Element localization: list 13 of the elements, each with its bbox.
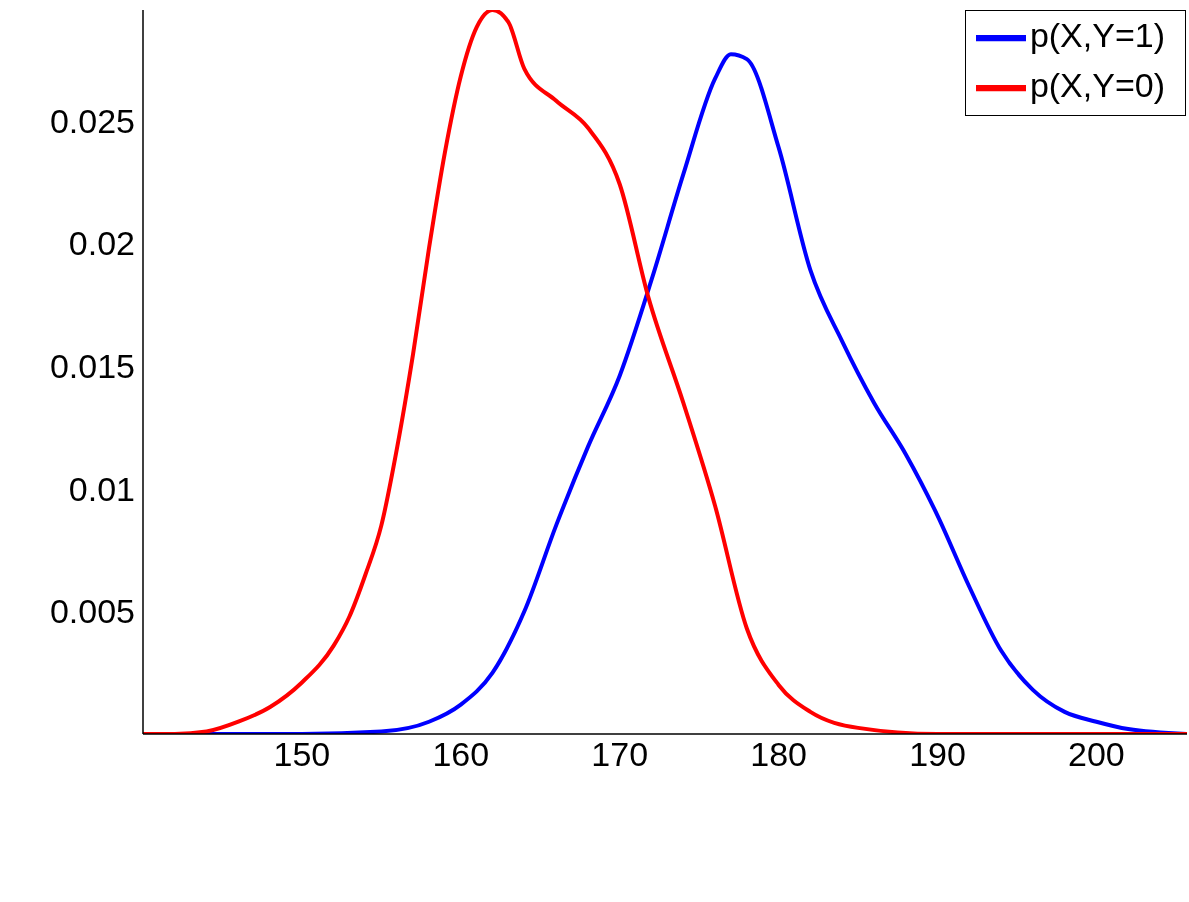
y-tick-label: 0.005 — [49, 592, 135, 631]
x-tick-label: 180 — [750, 735, 807, 774]
y-tick-label: 0.025 — [49, 101, 135, 140]
x-tick-label: 200 — [1068, 735, 1125, 774]
y-tick-label: 0.015 — [49, 346, 135, 385]
y-tick-label: 0.01 — [68, 469, 135, 508]
x-tick-label: 150 — [273, 735, 331, 774]
legend-label: p(X,Y=0) — [1029, 65, 1165, 104]
legend-label: p(X,Y=1) — [1029, 15, 1165, 54]
y-tick-label: 0.02 — [68, 224, 135, 263]
x-tick-label: 190 — [909, 735, 966, 774]
x-tick-label: 170 — [591, 735, 649, 774]
x-tick-label: 160 — [432, 735, 490, 774]
